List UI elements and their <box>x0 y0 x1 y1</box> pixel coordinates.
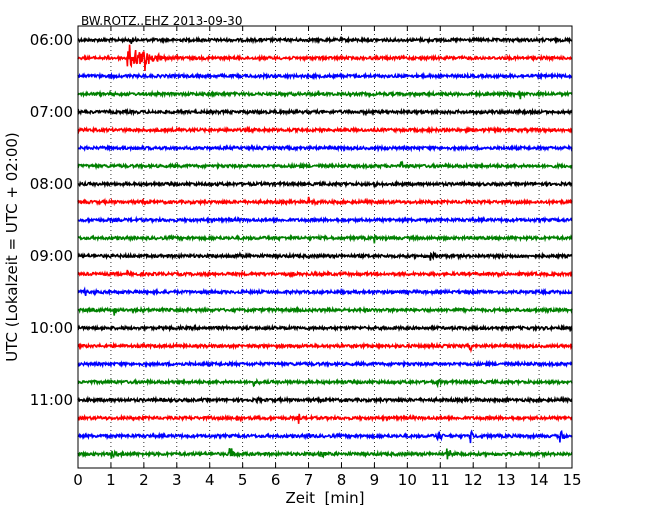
seismic-trace <box>77 286 573 297</box>
y-tick-label: 10:00 <box>30 319 73 337</box>
x-tick-label: 4 <box>205 471 215 489</box>
x-tick-label: 11 <box>431 471 450 489</box>
seismic-trace <box>77 143 573 153</box>
seismic-trace <box>77 35 573 45</box>
seismic-trace <box>77 429 573 444</box>
y-tick-label: 08:00 <box>30 175 73 193</box>
y-tick-label: 07:00 <box>30 103 73 121</box>
seismic-trace <box>77 233 573 244</box>
y-tick-label: 06:00 <box>30 31 73 49</box>
seismic-trace <box>77 323 573 333</box>
x-tick-label: 5 <box>238 471 248 489</box>
y-tick-label: 09:00 <box>30 247 73 265</box>
x-tick-label: 15 <box>562 471 581 489</box>
seismic-trace <box>77 160 573 171</box>
seismic-trace <box>77 395 573 405</box>
x-tick-label: 13 <box>497 471 516 489</box>
x-tick-label: 14 <box>530 471 549 489</box>
seismic-trace <box>77 215 573 225</box>
grid-lines <box>110 26 540 468</box>
seismic-trace <box>77 107 573 117</box>
x-tick-label: 7 <box>304 471 314 489</box>
y-axis-label: UTC (Lokalzeit = UTC + 02:00) <box>3 132 21 362</box>
seismic-trace <box>77 341 573 354</box>
seismic-trace <box>77 125 573 135</box>
y-tick-label: 11:00 <box>30 391 73 409</box>
x-axis-label: Zeit [min] <box>285 489 364 507</box>
seismic-trace <box>77 44 573 71</box>
x-tick-label: 9 <box>370 471 380 489</box>
x-tick-label: 6 <box>271 471 281 489</box>
seismic-trace <box>77 305 573 316</box>
x-tick-label: 2 <box>139 471 149 489</box>
seismic-trace <box>77 250 573 261</box>
x-tick-label: 12 <box>464 471 483 489</box>
y-axis-ticks: 06:00 07:00 08:00 09:00 10:00 11:00 <box>30 31 572 409</box>
seismic-trace <box>77 413 573 424</box>
seismic-trace <box>77 359 573 369</box>
seismic-trace <box>77 71 573 81</box>
chart-title: BW.ROTZ..EHZ 2013-09-30 <box>81 14 242 28</box>
seismic-trace <box>77 196 573 207</box>
seismic-trace <box>77 89 573 100</box>
seismic-trace <box>77 447 573 460</box>
x-tick-label: 0 <box>73 471 83 489</box>
x-axis-ticks: 0 1 2 3 4 5 6 7 8 9 10 11 12 13 14 15 <box>73 26 582 489</box>
seismic-trace <box>77 269 573 279</box>
seismic-trace <box>77 179 573 189</box>
x-tick-label: 8 <box>337 471 347 489</box>
seismic-trace <box>77 377 573 389</box>
seismic-traces <box>77 35 573 460</box>
plot-frame <box>77 25 573 469</box>
x-tick-label: 3 <box>172 471 182 489</box>
x-tick-label: 10 <box>398 471 417 489</box>
x-tick-label: 1 <box>106 471 116 489</box>
